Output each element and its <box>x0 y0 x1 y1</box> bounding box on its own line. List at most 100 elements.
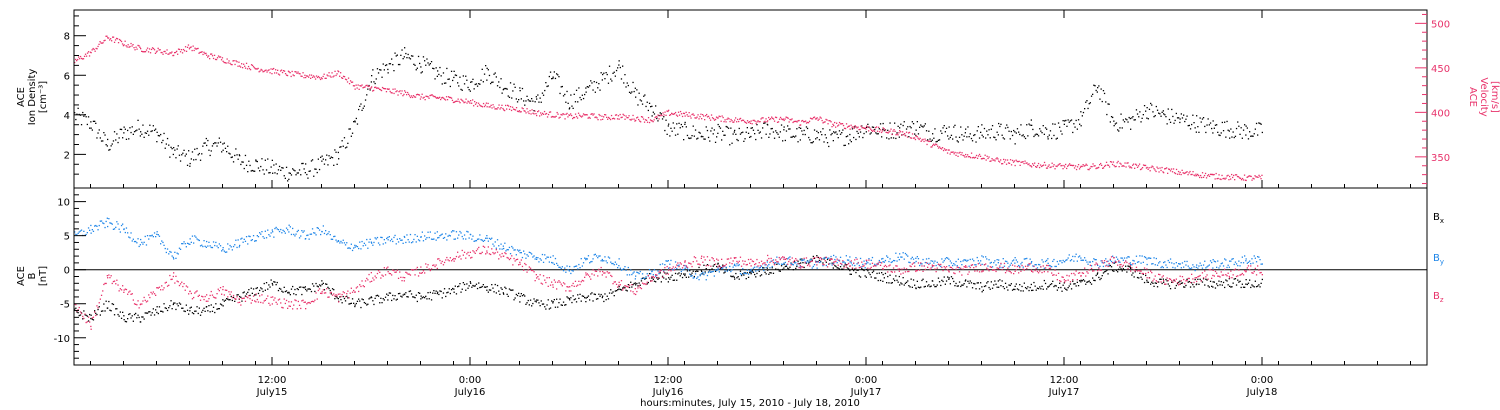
velocity-point <box>1005 163 1008 165</box>
bz-point <box>373 279 375 281</box>
ion-density-point <box>1242 129 1245 131</box>
bx-point <box>217 308 219 310</box>
velocity-point <box>945 149 948 151</box>
velocity-point <box>807 122 810 124</box>
velocity-point <box>966 156 968 158</box>
velocity-point <box>1179 171 1181 173</box>
by-point <box>724 270 726 272</box>
by-point <box>104 226 106 229</box>
ion-density-point <box>710 130 712 132</box>
bx-point <box>1208 286 1210 288</box>
bx-point <box>360 306 362 309</box>
bx-point <box>822 262 824 264</box>
ion-density-point <box>499 86 501 89</box>
bx-point <box>919 287 921 289</box>
bx-point <box>197 312 199 315</box>
bx-point <box>471 286 473 288</box>
ion-density-point <box>713 129 715 131</box>
density-tick-label: 6 <box>64 71 70 82</box>
ion-density-point <box>170 146 172 148</box>
velocity-point <box>390 92 392 94</box>
velocity-point <box>114 39 117 41</box>
ion-density-point <box>533 110 535 112</box>
bx-point <box>482 284 484 286</box>
by-point <box>298 237 301 239</box>
ion-density-point <box>358 108 360 111</box>
bx-point <box>950 276 953 278</box>
bx-point <box>635 284 637 286</box>
by-point <box>908 261 910 263</box>
by-point <box>282 229 284 231</box>
velocity-point <box>993 159 995 161</box>
ion-density-point <box>240 163 242 166</box>
bx-point <box>1166 280 1168 282</box>
bx-point <box>376 294 379 296</box>
by-point <box>635 275 637 277</box>
by-point <box>414 234 416 236</box>
by-point <box>961 264 963 266</box>
velocity-point <box>1162 171 1164 173</box>
velocity-point <box>1000 159 1002 161</box>
velocity-point <box>931 146 933 148</box>
bx-point <box>910 278 912 280</box>
by-point <box>947 257 949 259</box>
bz-point <box>482 245 484 247</box>
ion-density-point <box>930 140 932 142</box>
by-point <box>684 267 686 269</box>
bx-point <box>111 303 113 305</box>
bx-point <box>252 288 255 290</box>
by-point <box>932 260 934 262</box>
bz-point <box>407 273 409 275</box>
ion-density-point <box>1180 113 1182 115</box>
ion-density-point <box>747 132 750 134</box>
bx-point <box>582 295 585 297</box>
bz-point <box>386 267 388 269</box>
bx-point <box>916 280 918 282</box>
bz-point <box>532 269 534 272</box>
bx-point <box>409 290 412 292</box>
by-point <box>696 277 698 279</box>
velocity-point <box>828 120 830 122</box>
bz-point <box>574 280 577 282</box>
ion-density-point <box>1155 105 1157 108</box>
by-point <box>1140 262 1142 264</box>
bx-point <box>1000 285 1002 287</box>
bx-point <box>204 310 206 312</box>
bx-point <box>630 281 632 283</box>
bx-point <box>1123 269 1126 271</box>
velocity-point <box>1133 163 1135 165</box>
by-point <box>602 260 604 262</box>
velocity-point <box>1240 179 1243 181</box>
by-point <box>478 238 480 240</box>
velocity-point <box>720 120 722 122</box>
bx-point <box>296 288 298 290</box>
velocity-point <box>358 88 360 90</box>
velocity-point <box>466 102 468 104</box>
velocity-point <box>1257 176 1259 178</box>
velocity-point <box>970 157 972 159</box>
bz-point <box>117 284 119 286</box>
ion-density-point <box>990 128 992 130</box>
by-point <box>1034 264 1036 266</box>
by-point <box>722 267 724 269</box>
bx-point <box>545 308 547 310</box>
ion-density-point <box>491 81 493 83</box>
ion-density-point <box>1094 85 1096 87</box>
by-point <box>802 259 804 261</box>
velocity-point <box>1231 173 1233 176</box>
ion-density-point <box>978 137 981 139</box>
velocity-point <box>633 118 635 120</box>
bz-point <box>490 253 492 256</box>
by-point <box>195 236 197 238</box>
bz-point <box>264 299 266 301</box>
ion-density-point <box>673 127 676 129</box>
velocity-point <box>804 120 806 123</box>
bx-point <box>276 281 278 284</box>
bx-point <box>614 290 616 292</box>
ion-density-point <box>482 81 484 83</box>
ion-density-point <box>717 123 719 126</box>
ion-density-point <box>977 126 979 128</box>
ion-density-point <box>204 142 206 144</box>
ion-density-point <box>308 170 310 172</box>
by-point <box>1133 260 1135 262</box>
